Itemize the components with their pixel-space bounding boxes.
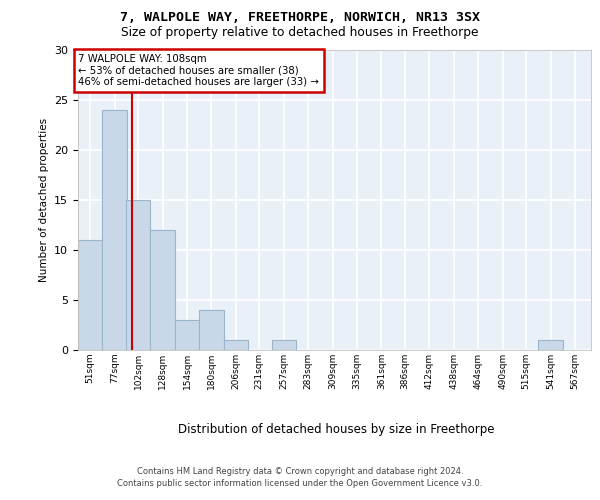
Bar: [224, 340, 248, 350]
Text: Contains HM Land Registry data © Crown copyright and database right 2024.
Contai: Contains HM Land Registry data © Crown c…: [118, 466, 482, 487]
Bar: [151, 230, 175, 350]
Bar: [78, 240, 103, 350]
Text: Distribution of detached houses by size in Freethorpe: Distribution of detached houses by size …: [178, 422, 494, 436]
Text: 7, WALPOLE WAY, FREETHORPE, NORWICH, NR13 3SX: 7, WALPOLE WAY, FREETHORPE, NORWICH, NR1…: [120, 11, 480, 24]
Text: Size of property relative to detached houses in Freethorpe: Size of property relative to detached ho…: [121, 26, 479, 39]
Text: 7 WALPOLE WAY: 108sqm
← 53% of detached houses are smaller (38)
46% of semi-deta: 7 WALPOLE WAY: 108sqm ← 53% of detached …: [79, 54, 319, 87]
Bar: [103, 110, 127, 350]
Bar: [199, 310, 224, 350]
Bar: [538, 340, 563, 350]
Bar: [175, 320, 199, 350]
Bar: [126, 200, 151, 350]
Y-axis label: Number of detached properties: Number of detached properties: [38, 118, 49, 282]
Bar: [272, 340, 296, 350]
